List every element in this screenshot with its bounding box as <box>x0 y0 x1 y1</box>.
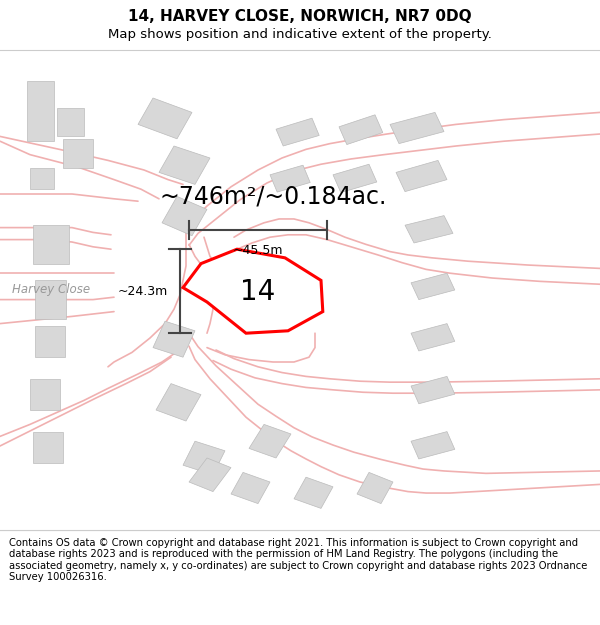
Polygon shape <box>357 472 393 504</box>
Polygon shape <box>405 216 453 243</box>
Polygon shape <box>411 273 455 299</box>
Text: 14, HARVEY CLOSE, NORWICH, NR7 0DQ: 14, HARVEY CLOSE, NORWICH, NR7 0DQ <box>128 9 472 24</box>
Polygon shape <box>33 225 69 264</box>
Text: Contains OS data © Crown copyright and database right 2021. This information is : Contains OS data © Crown copyright and d… <box>9 538 587 582</box>
Polygon shape <box>183 249 323 333</box>
Polygon shape <box>390 112 444 144</box>
Polygon shape <box>35 281 66 319</box>
Polygon shape <box>411 324 455 351</box>
Text: Harvey Close: Harvey Close <box>12 284 90 296</box>
Polygon shape <box>396 161 447 192</box>
Polygon shape <box>27 81 54 141</box>
Polygon shape <box>183 441 225 475</box>
Text: Map shows position and indicative extent of the property.: Map shows position and indicative extent… <box>108 28 492 41</box>
Polygon shape <box>156 384 201 421</box>
Text: ~45.5m: ~45.5m <box>233 244 283 258</box>
Polygon shape <box>138 98 192 139</box>
Polygon shape <box>294 478 333 508</box>
Polygon shape <box>411 432 455 459</box>
Polygon shape <box>35 326 65 357</box>
Polygon shape <box>30 379 60 410</box>
Polygon shape <box>411 376 455 404</box>
Polygon shape <box>30 168 54 189</box>
Polygon shape <box>231 472 270 504</box>
Polygon shape <box>276 118 319 146</box>
Polygon shape <box>270 165 310 192</box>
Polygon shape <box>162 196 207 236</box>
Polygon shape <box>159 146 210 184</box>
Polygon shape <box>57 107 84 136</box>
Text: ~746m²/~0.184ac.: ~746m²/~0.184ac. <box>160 184 386 208</box>
Polygon shape <box>249 424 291 458</box>
Polygon shape <box>63 139 93 168</box>
Polygon shape <box>339 115 383 144</box>
Polygon shape <box>333 164 377 192</box>
Polygon shape <box>153 321 195 357</box>
Polygon shape <box>33 432 63 462</box>
Text: ~24.3m: ~24.3m <box>118 285 168 298</box>
Text: 14: 14 <box>241 278 275 306</box>
Polygon shape <box>189 458 231 492</box>
